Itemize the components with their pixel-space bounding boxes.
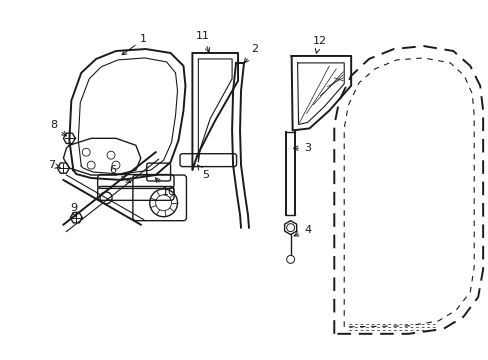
Text: 11: 11 — [196, 31, 210, 52]
Text: 6: 6 — [109, 165, 130, 183]
Text: 4: 4 — [294, 225, 310, 236]
Text: 3: 3 — [293, 143, 310, 153]
Text: 8: 8 — [50, 121, 66, 136]
Text: 9: 9 — [70, 203, 77, 217]
Text: 10: 10 — [155, 178, 175, 197]
Text: 5: 5 — [197, 165, 208, 180]
Text: 12: 12 — [312, 36, 326, 53]
Text: 7: 7 — [48, 160, 61, 170]
Text: 1: 1 — [122, 34, 147, 55]
Text: 2: 2 — [244, 44, 258, 63]
